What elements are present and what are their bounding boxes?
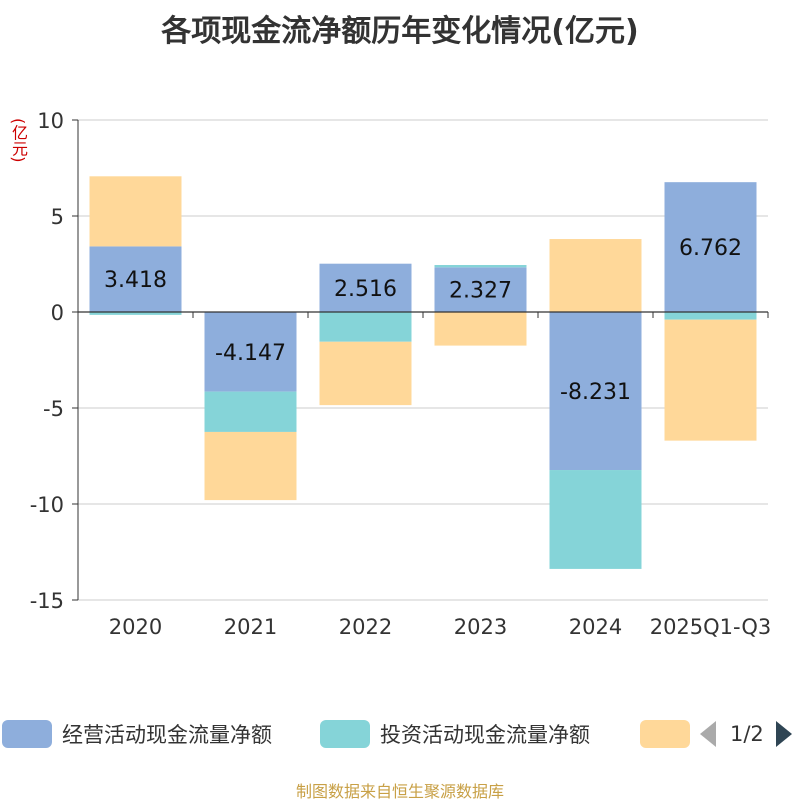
x-tick-label: 2024 [569,615,622,639]
y-tick-label: -15 [30,589,64,613]
legend-label-operating: 经营活动现金流量净额 [62,723,272,747]
x-tick-label: 2021 [224,615,277,639]
legend-item-operating[interactable]: 经营活动现金流量净额 [2,716,272,752]
data-label: 3.418 [104,268,167,293]
bar-segment [319,341,412,406]
bar-segment [434,312,527,346]
data-label: -4.147 [215,341,286,366]
legend-item-investing[interactable]: 投资活动现金流量净额 [320,716,590,752]
bar-segment [434,267,527,312]
y-axis-unit: (亿元) [9,118,28,163]
data-label: 2.327 [449,279,512,304]
y-tick-label: 5 [51,205,64,229]
bar-segment [664,319,757,441]
bar-segment [549,312,642,471]
bar-segment [89,312,182,315]
bar-segment [204,312,297,392]
bar-segment [549,470,642,569]
legend-label-investing: 投资活动现金流量净额 [380,723,590,747]
x-tick-label: 2020 [109,615,162,639]
bar-segment [319,312,412,342]
legend-swatch-financing [640,720,690,748]
legend-item-financing[interactable] [640,716,700,752]
x-tick-label: 2022 [339,615,392,639]
y-tick-label: -10 [30,493,64,517]
legend-next-icon[interactable] [775,721,792,747]
bar-segment [89,246,182,312]
bar-segment [664,312,757,320]
legend-prev-icon[interactable] [700,721,716,747]
bar-segment [664,182,757,312]
bar-chart: 10 5 0 -5 -10 -15 3.418 2020 -4.147 2021 2.516 2022… [30,109,772,639]
y-tick-label: -5 [43,397,64,421]
chart-title: 各项现金流净额历年变化情况(亿元) [161,14,639,49]
data-label: -8.231 [560,380,631,405]
data-source: 制图数据来自恒生聚源数据库 [295,782,504,801]
y-tick-label: 0 [51,301,64,325]
bar-segment [204,391,297,432]
bar-segment [549,239,642,312]
y-tick-label: 10 [37,109,64,133]
bar-segment [204,431,297,501]
legend-swatch-investing [320,720,370,748]
data-label: 6.762 [679,236,742,261]
legend: 经营活动现金流量净额 投资活动现金流量净额 [0,716,800,752]
bar-segment [434,265,527,268]
legend-swatch-operating [2,720,52,748]
x-tick-label: 2023 [454,615,507,639]
bar-segment [89,176,182,247]
data-label: 2.516 [334,277,397,302]
legend-pager: 1/2 [700,716,792,752]
legend-page-indicator: 1/2 [730,722,764,746]
bar-segment [319,263,412,312]
x-tick-label: 2025Q1-Q3 [650,615,772,639]
